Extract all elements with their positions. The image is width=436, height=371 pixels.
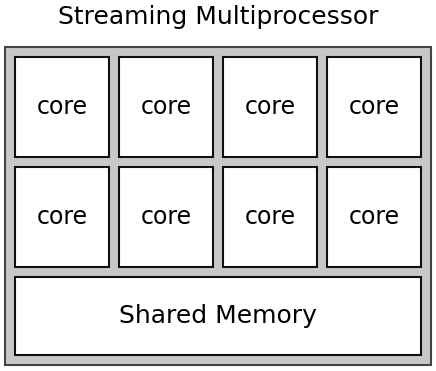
Bar xyxy=(15,277,421,355)
Text: core: core xyxy=(245,205,296,229)
Bar xyxy=(15,167,109,267)
Bar xyxy=(327,57,421,157)
Bar xyxy=(119,167,213,267)
Text: core: core xyxy=(348,95,399,119)
Text: core: core xyxy=(37,95,88,119)
Text: core: core xyxy=(348,205,399,229)
Bar xyxy=(223,57,317,157)
Text: Shared Memory: Shared Memory xyxy=(119,304,317,328)
Text: core: core xyxy=(140,205,191,229)
Text: core: core xyxy=(245,95,296,119)
Text: Streaming Multiprocessor: Streaming Multiprocessor xyxy=(58,5,378,29)
Text: core: core xyxy=(37,205,88,229)
Bar xyxy=(15,57,109,157)
Bar xyxy=(223,167,317,267)
Bar xyxy=(5,47,431,365)
Bar xyxy=(327,167,421,267)
Bar xyxy=(119,57,213,157)
Text: core: core xyxy=(140,95,191,119)
